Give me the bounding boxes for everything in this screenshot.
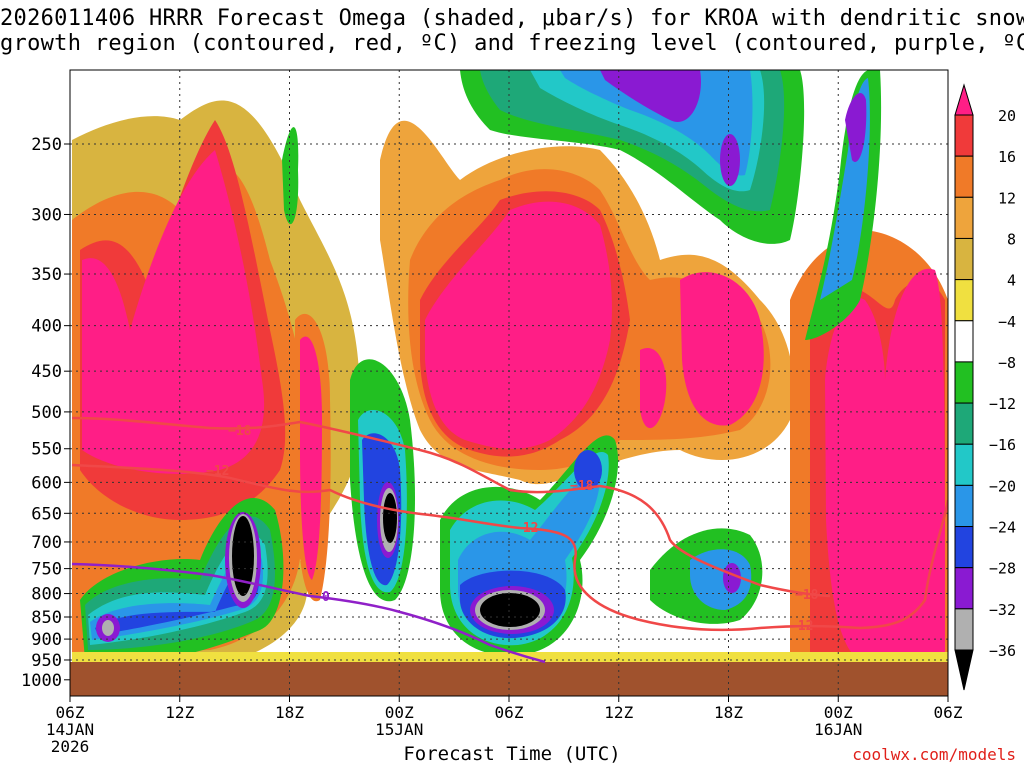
- y-tick-label: 1000: [21, 671, 62, 691]
- x-tick-label: 18Z: [714, 703, 743, 722]
- colorbar-segment: [954, 196, 974, 239]
- contour-label: −12: [515, 521, 538, 536]
- colorbar-segment: [954, 114, 974, 157]
- y-tick-label: 900: [31, 630, 62, 650]
- contour-labels: −18 −12 0 −18 −12 −18 −12: [206, 424, 819, 634]
- colorbar-segment: [954, 237, 974, 281]
- colorbar-label: −12: [989, 395, 1016, 413]
- colorbar-segment: [954, 361, 974, 404]
- contour-label: −12: [790, 619, 813, 634]
- colorbar-bottom-arrow: [954, 649, 974, 691]
- x-tick-label: 16JAN: [814, 720, 862, 739]
- colorbar-segment: [954, 155, 974, 198]
- y-tick-label: 600: [31, 473, 62, 493]
- x-tick-label: 00Z: [824, 703, 853, 722]
- colorbar-segment: [954, 279, 974, 322]
- contour-label: −18: [228, 424, 252, 439]
- colorbar-segment: [954, 320, 974, 363]
- colorbar-segment: [954, 608, 974, 651]
- x-tick-label: 12Z: [165, 703, 194, 722]
- colorbar-top-arrow: [954, 83, 974, 116]
- y-tick-label: 350: [31, 265, 62, 285]
- colorbar-label: −4: [998, 313, 1016, 331]
- colorbar-label: −24: [989, 519, 1016, 537]
- x-tick-label: 06Z: [495, 703, 524, 722]
- colorbar-label: 16: [998, 148, 1016, 166]
- x-axis-label: Forecast Time (UTC): [403, 743, 621, 765]
- y-tick-label: 500: [31, 403, 62, 423]
- contour-label: −12: [206, 464, 229, 479]
- contour-minus18: [71, 416, 831, 598]
- colorbar-label: −20: [989, 477, 1016, 495]
- y-tick-label: 950: [31, 651, 62, 671]
- y-tick-label: 250: [31, 135, 62, 155]
- y-tick-label: 750: [31, 560, 62, 580]
- x-tick-label: 06Z: [934, 703, 963, 722]
- contour-label: −18: [570, 479, 594, 494]
- colorbar-label: 8: [1007, 230, 1016, 248]
- colorbar-label: −32: [989, 601, 1016, 619]
- colorbar-segment: [954, 443, 974, 486]
- x-tick-label: 18Z: [275, 703, 304, 722]
- credit-text: coolwx.com/models: [852, 745, 1016, 764]
- y-tick-label: 400: [31, 317, 62, 337]
- colorbar-segment: [954, 567, 974, 610]
- y-tick-label: 300: [31, 205, 62, 225]
- colorbar-label: −8: [998, 354, 1016, 372]
- x-tick-label: 12Z: [604, 703, 633, 722]
- contour-label: 0: [322, 590, 330, 605]
- colorbar-segment: [954, 526, 974, 569]
- x-tick-label: 2026: [51, 737, 90, 756]
- y-tick-label: 550: [31, 440, 62, 460]
- colorbar-label: −36: [989, 642, 1016, 660]
- colorbar-label: 12: [998, 189, 1016, 207]
- x-tick-label: 15JAN: [375, 720, 423, 739]
- colorbar-label: −16: [989, 436, 1016, 454]
- chart-title: 2026011406 HRRR Forecast Omega (shaded, …: [0, 6, 1024, 56]
- y-tick-label: 800: [31, 585, 62, 605]
- y-tick-label: 450: [31, 362, 62, 382]
- contours: [71, 416, 948, 664]
- y-axis: 2503003504004505005506006507007508008509…: [21, 135, 70, 691]
- x-tick-label: 00Z: [385, 703, 414, 722]
- colorbar-segment: [954, 484, 974, 528]
- y-tick-label: 850: [31, 608, 62, 628]
- x-tick-label: 14JAN: [46, 720, 94, 739]
- y-tick-label: 650: [31, 504, 62, 524]
- contour-label: −18: [795, 588, 819, 603]
- title-line-1: 2026011406 HRRR Forecast Omega (shaded, …: [0, 6, 1024, 31]
- title-line-2: growth region (contoured, red, ºC) and f…: [0, 31, 1024, 56]
- colorbar-label: 4: [1007, 272, 1016, 290]
- y-tick-label: 700: [31, 533, 62, 553]
- grid-lines: [70, 70, 948, 696]
- contour-freezing: [71, 562, 546, 664]
- colorbar-segment: [954, 402, 974, 445]
- ground-band: [70, 662, 948, 696]
- colorbar-label: −28: [989, 560, 1016, 578]
- contour-minus12: [71, 463, 948, 632]
- colorbar: 20 16 12 8 4 −4 −8 −12 −16 −20 −24 −28 −32 −36: [954, 83, 1016, 691]
- x-tick-label: 06Z: [56, 703, 85, 722]
- colorbar-label: 20: [998, 107, 1016, 125]
